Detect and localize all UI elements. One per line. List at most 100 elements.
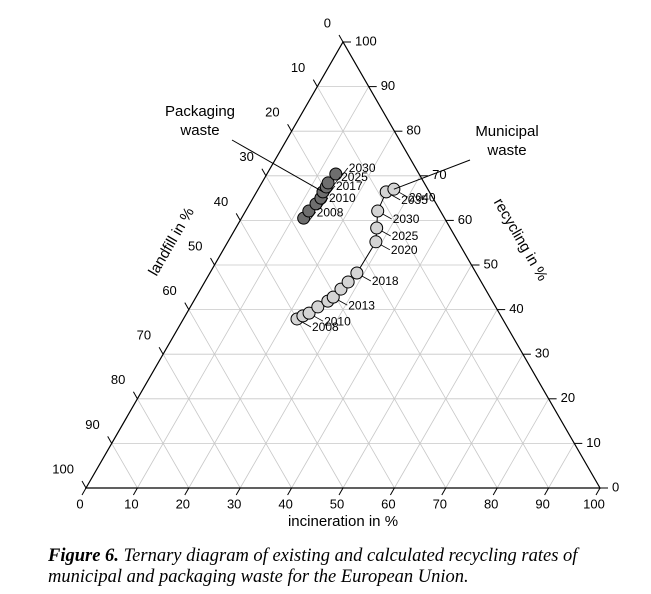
right-tick-label: 100 — [355, 33, 377, 48]
data-point — [350, 266, 364, 280]
grid-line — [162, 354, 241, 489]
annotation: waste — [179, 122, 219, 139]
data-point — [326, 290, 340, 304]
left-tick-label: 70 — [137, 328, 151, 343]
leader-line — [381, 230, 391, 237]
data-point — [329, 167, 343, 181]
x-tick-label: 80 — [484, 496, 498, 511]
tick-mark — [235, 213, 241, 221]
data-point — [369, 235, 383, 249]
left-tick-label: 100 — [52, 461, 74, 476]
tick-mark — [544, 487, 550, 496]
left-tick-label: 90 — [85, 417, 99, 432]
data-label: 2010 — [329, 191, 356, 205]
x-tick-label: 20 — [176, 496, 190, 511]
data-label: 2010 — [324, 314, 351, 328]
data-label: 2030 — [393, 212, 420, 226]
x-tick-label: 10 — [124, 496, 138, 511]
data-point — [341, 275, 355, 289]
x-tick-label: 100 — [583, 496, 605, 511]
annotation: Municipal — [475, 123, 538, 140]
right-tick-label: 90 — [381, 78, 395, 93]
annotation: Packaging — [165, 103, 235, 120]
grid-line — [111, 443, 138, 489]
leader-line — [380, 244, 391, 251]
leader-line — [308, 211, 316, 222]
tick-mark — [81, 480, 87, 489]
tick-mark — [287, 123, 293, 132]
left-tick-label: 10 — [291, 60, 305, 75]
tick-mark — [338, 34, 344, 43]
grid-line — [137, 86, 370, 489]
data-point — [321, 176, 335, 190]
leader-line — [320, 197, 329, 208]
grid-line — [548, 443, 575, 489]
data-label: 2030 — [349, 161, 376, 175]
data-label: 2035 — [401, 193, 428, 207]
right-tick-label: 0 — [612, 479, 619, 494]
grid-line — [445, 354, 524, 489]
x-tick-label: 90 — [535, 496, 549, 511]
left-tick-label: 80 — [111, 372, 125, 387]
data-point — [370, 221, 384, 235]
right-tick-label: 60 — [458, 212, 472, 227]
tick-mark — [184, 302, 190, 310]
data-label: 2008 — [312, 320, 339, 334]
tick-mark — [389, 487, 395, 496]
left-tick-label: 20 — [265, 105, 279, 120]
grid-line — [265, 175, 447, 489]
right-tick-label: 50 — [484, 256, 498, 271]
grid-line — [214, 264, 344, 489]
left-tick-label: 30 — [239, 149, 253, 164]
data-label: 2020 — [391, 243, 418, 257]
x-tick-label: 40 — [278, 496, 292, 511]
leader-line — [301, 321, 312, 328]
right-tick-label: 20 — [561, 390, 575, 405]
tick-mark — [107, 436, 113, 444]
axis-title: incineration in % — [288, 513, 398, 530]
leader-line — [338, 299, 348, 306]
data-label: 2013 — [348, 298, 375, 312]
tick-mark — [210, 257, 215, 266]
grid-line — [239, 175, 421, 489]
data-point — [302, 306, 316, 320]
tick-mark — [492, 487, 498, 496]
data-label: 2008 — [317, 205, 344, 219]
left-tick-label: 0 — [324, 15, 331, 30]
annotation: waste — [486, 142, 526, 159]
grid-line — [316, 86, 549, 489]
x-tick-label: 50 — [330, 496, 344, 511]
leader-line — [361, 275, 372, 282]
data-point — [371, 204, 385, 218]
annotation-line — [393, 159, 471, 190]
data-label: 2025 — [392, 229, 419, 243]
right-tick-label: 10 — [586, 435, 600, 450]
caption-label: Figure 6. — [48, 546, 119, 566]
tick-mark — [595, 487, 601, 496]
leader-line — [313, 315, 324, 322]
tick-mark — [338, 487, 344, 496]
grid-line — [188, 309, 292, 489]
data-label: 2040 — [409, 190, 436, 204]
leader-line — [332, 176, 341, 187]
leader-line — [390, 194, 401, 201]
grid-line — [342, 264, 472, 489]
left-tick-label: 40 — [214, 194, 228, 209]
right-tick-label: 70 — [432, 167, 446, 182]
tick-mark — [132, 487, 138, 496]
chart: 0 10 20 30 40 50 60 70 80 90 100010203040506070809… — [52, 15, 619, 530]
tick-mark — [184, 487, 190, 496]
data-point — [311, 300, 325, 314]
x-tick-label: 30 — [227, 496, 241, 511]
right-tick-label: 40 — [509, 301, 523, 316]
left-tick-label: 60 — [162, 283, 176, 298]
tick-mark — [81, 487, 87, 496]
data-label: 2017 — [336, 179, 363, 193]
left-tick-label: 50 — [188, 238, 202, 253]
grid-line — [137, 398, 190, 489]
grid-line — [239, 220, 395, 489]
data-label: 2025 — [341, 170, 368, 184]
x-tick-label: 70 — [433, 496, 447, 511]
tick-mark — [132, 391, 138, 400]
